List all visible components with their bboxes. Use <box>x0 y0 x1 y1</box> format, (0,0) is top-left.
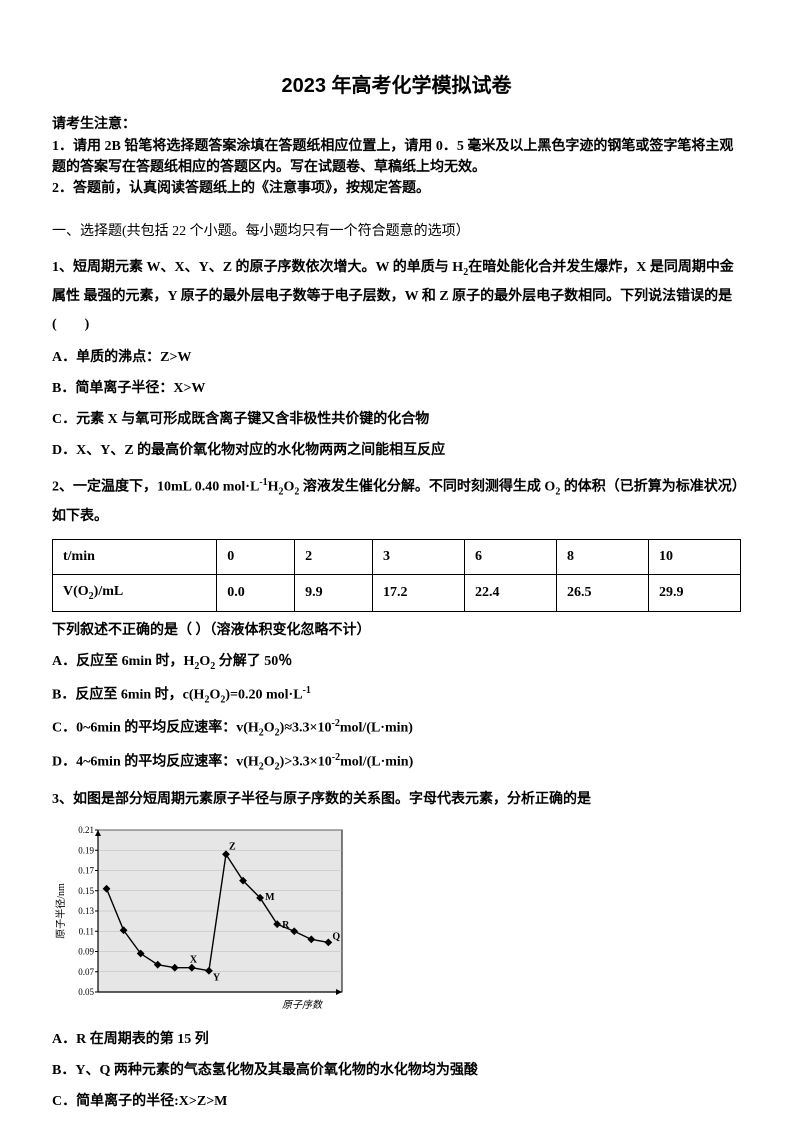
svg-text:0.15: 0.15 <box>78 886 94 896</box>
q1-D: D．X、Y、Z 的最高价氧化物对应的水化物两两之间能相互反应 <box>52 438 741 463</box>
cell: 0.0 <box>217 575 295 612</box>
q2-table: t/min 0 2 3 6 8 10 V(O2)/mL 0.0 9.9 17.2… <box>52 539 741 612</box>
svg-text:Y: Y <box>213 973 221 984</box>
vo2-b: )/mL <box>94 584 124 599</box>
cell: 10 <box>648 539 740 574</box>
q1-stem: 1、短周期元素 W、X、Y、Z 的原子序数依次增大。W 的单质与 H2在暗处能化… <box>52 254 741 339</box>
sup-neg2: -2 <box>332 752 340 763</box>
q1-stem-a: 1、短周期元素 W、X、Y、Z 的原子序数依次增大。W 的单质与 H <box>52 260 463 275</box>
q2-stem-d: 溶液发生催化分解。不同时刻测得生成 O <box>299 480 555 495</box>
svg-text:0.07: 0.07 <box>78 967 94 977</box>
vo2-a: V(O <box>63 584 89 599</box>
q1-stem-c: 最强的元素，Y 原子的最外层电子数等于电子层数，W 和 Z 原子的最外层电子数相… <box>52 289 732 332</box>
q2-stem-c: O <box>284 480 295 495</box>
q2-C: C．0~6min 的平均反应速率：v(H2O2)≈3.3×10-2mol/(L·… <box>52 715 741 742</box>
q2-B: B．反应至 6min 时，c(H2O2)=0.20 mol·L-1 <box>52 682 741 709</box>
q1-C: C．元素 X 与氧可形成既含离子键又含非极性共价键的化合物 <box>52 407 741 432</box>
cell: 22.4 <box>464 575 556 612</box>
table-row: t/min 0 2 3 6 8 10 <box>53 539 741 574</box>
q2-C-a: C．0~6min 的平均反应速率：v(H <box>52 721 259 736</box>
q1-B: B．简单离子半径：X>W <box>52 376 741 401</box>
chart-svg: 0.05 0.07 0.09 0.11 0.13 0.15 0.17 0.19 0.21 原子半径… <box>52 822 352 1012</box>
cell-vo2: V(O2)/mL <box>53 575 217 612</box>
cell: 9.9 <box>295 575 373 612</box>
q3-B: B．Y、Q 两种元素的气态氢化物及其最高价氧化物的水化物均为强酸 <box>52 1058 741 1083</box>
svg-text:0.21: 0.21 <box>78 825 94 835</box>
q2-stem-a: 2、一定温度下，10mL 0.40 mol·L <box>52 480 259 495</box>
q2-B-a: B．反应至 6min 时，c(H <box>52 688 204 703</box>
table-row: V(O2)/mL 0.0 9.9 17.2 22.4 26.5 29.9 <box>53 575 741 612</box>
svg-text:原子序数: 原子序数 <box>282 999 324 1011</box>
svg-text:Q: Q <box>332 932 340 943</box>
sup-neg1: -1 <box>259 477 267 488</box>
q2-D-a: D．4~6min 的平均反应速率：v(H <box>52 755 259 770</box>
q2-B-c: )=0.20 mol·L <box>225 688 302 703</box>
notice-2: 2．答题前，认真阅读答题纸上的《注意事项》，按规定答题。 <box>52 178 741 199</box>
svg-text:原子半径/nm: 原子半径/nm <box>54 883 67 939</box>
q2-A-b: O <box>199 654 210 669</box>
svg-text:0.17: 0.17 <box>78 866 94 876</box>
q3-C: C．简单离子的半径:X>Z>M <box>52 1089 741 1114</box>
sup-neg1: -1 <box>303 685 311 696</box>
q2-D-c: )>3.3×10 <box>280 755 332 770</box>
cell-tmin: t/min <box>53 539 217 574</box>
q2-A-c: 分解了 50％ <box>215 654 292 669</box>
q2-A: A．反应至 6min 时，H2O2 分解了 50％ <box>52 649 741 676</box>
q2-D-b: O <box>264 755 275 770</box>
cell: 29.9 <box>648 575 740 612</box>
q3-A: A．R 在周期表的第 15 列 <box>52 1027 741 1052</box>
cell: 0 <box>217 539 295 574</box>
notice-header: 请考生注意： <box>52 114 741 136</box>
svg-text:0.13: 0.13 <box>78 906 94 916</box>
section-header: 一、选择题(共包括 22 个小题。每小题均只有一个符合题意的选项） <box>52 221 741 243</box>
q3-stem: 3、如图是部分短周期元素原子半径与原子序数的关系图。字母代表元素，分析正确的是 <box>52 786 741 814</box>
q2-C-d: mol/(L·min) <box>340 721 413 736</box>
q2-D: D．4~6min 的平均反应速率：v(H2O2)>3.3×10-2mol/(L·… <box>52 749 741 776</box>
cell: 6 <box>464 539 556 574</box>
notice-1: 1．请用 2B 铅笔将选择题答案涂填在答题纸相应位置上，请用 0．5 毫米及以上… <box>52 136 741 178</box>
cell: 26.5 <box>556 575 648 612</box>
q2-A-a: A．反应至 6min 时，H <box>52 654 194 669</box>
svg-text:0.05: 0.05 <box>78 987 94 997</box>
svg-text:Z: Z <box>229 842 236 853</box>
sup-neg2: -2 <box>332 718 340 729</box>
q2-C-b: O <box>264 721 275 736</box>
cell: 2 <box>295 539 373 574</box>
svg-text:0.19: 0.19 <box>78 846 94 856</box>
svg-text:M: M <box>265 892 275 903</box>
q2-stem: 2、一定温度下，10mL 0.40 mol·L-1H2O2 溶液发生催化分解。不… <box>52 473 741 530</box>
svg-text:X: X <box>190 955 198 966</box>
q2-B-b: O <box>209 688 220 703</box>
svg-text:0.09: 0.09 <box>78 947 94 957</box>
q2-after: 下列叙述不正确的是（ ）（溶液体积变化忽略不计） <box>52 618 741 643</box>
q3-chart: 0.05 0.07 0.09 0.11 0.13 0.15 0.17 0.19 0.21 原子半径… <box>52 822 741 1020</box>
cell: 17.2 <box>372 575 464 612</box>
page-title: 2023 年高考化学模拟试卷 <box>52 70 741 102</box>
cell: 3 <box>372 539 464 574</box>
svg-text:0.11: 0.11 <box>79 927 94 937</box>
svg-text:R: R <box>282 920 290 931</box>
q2-stem-b: H <box>268 480 279 495</box>
q2-D-d: mol/(L·min) <box>340 755 413 770</box>
q2-C-c: )≈3.3×10 <box>280 721 332 736</box>
q1-A: A．单质的沸点：Z>W <box>52 345 741 370</box>
cell: 8 <box>556 539 648 574</box>
